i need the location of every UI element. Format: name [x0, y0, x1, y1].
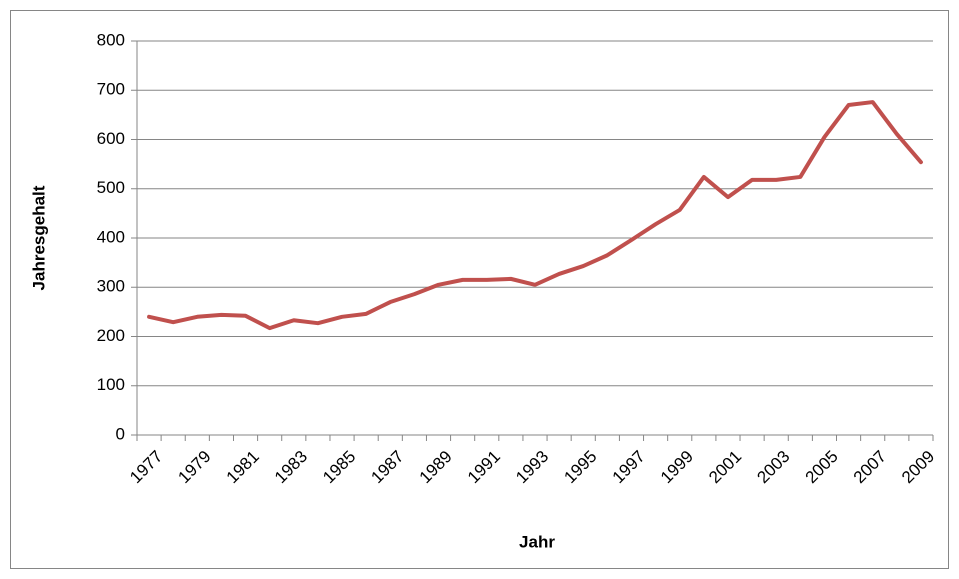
- y-tick-label: 200: [97, 326, 125, 345]
- y-tick-label: 800: [97, 30, 125, 49]
- y-tick-label: 700: [97, 80, 125, 99]
- y-tick-label: 400: [97, 227, 125, 246]
- y-tick-label: 500: [97, 178, 125, 197]
- chart-border: [10, 10, 949, 569]
- data-line: [147, 100, 923, 331]
- y-tick-label: 300: [97, 277, 125, 296]
- y-tick-label: 100: [97, 375, 125, 394]
- y-tick-label: 600: [97, 129, 125, 148]
- y-tick-label: 0: [116, 424, 125, 443]
- y-axis-title: Jahresgehalt: [29, 185, 48, 290]
- x-axis-title: Jahr: [519, 532, 555, 551]
